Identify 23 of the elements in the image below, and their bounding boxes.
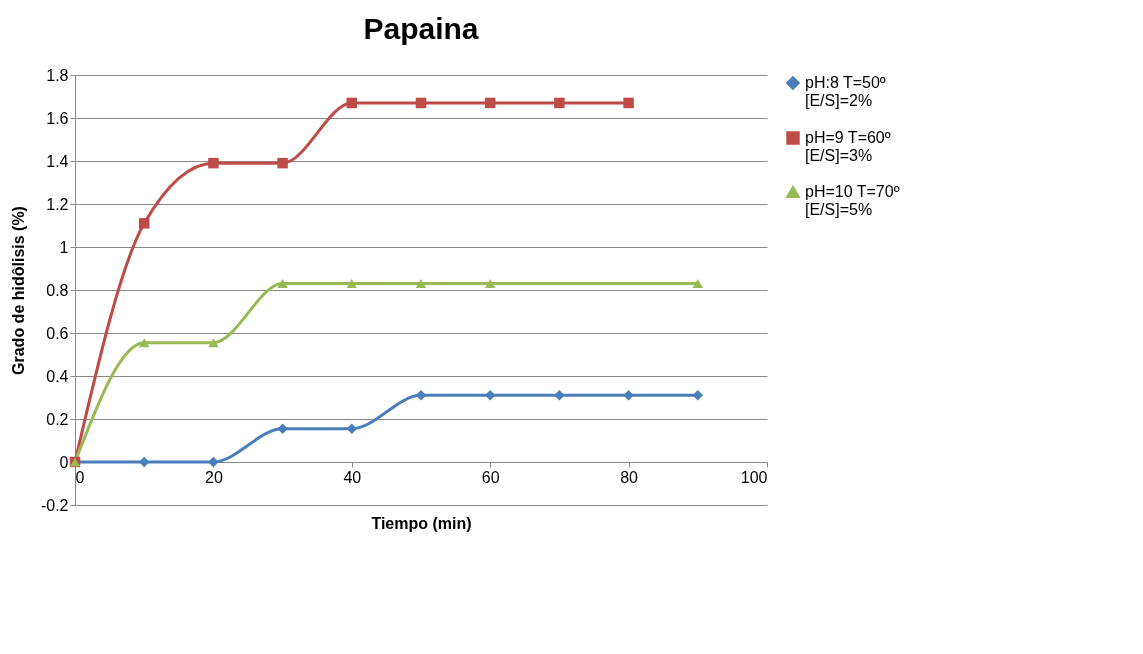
legend-label: pH:8 T=50º [E/S]=2% [805,74,886,109]
legend-label: pH=9 T=60º [E/S]=3% [805,129,891,164]
y-tick-label: 1.4 [46,152,69,170]
y-tick-label: 1.2 [46,195,69,213]
x-tick-label: 0 [75,468,85,486]
legend-label: pH=10 T=70º [E/S]=5% [805,183,900,218]
y-axis-title: Grado de hidôlisis (%) [9,206,27,375]
y-tick-label: 0 [59,453,69,471]
y-tick-label: 0.8 [46,281,69,299]
y-tick-label: 0.4 [46,367,69,385]
x-tick-label: 60 [481,468,500,486]
x-axis-title: Tiempo (min) [371,514,472,532]
y-tick-label: 0.2 [46,410,69,428]
x-tick-label: 40 [343,468,362,486]
y-tick-label: 1.6 [46,109,69,127]
x-tick-label: 80 [620,468,639,486]
y-tick-label: 1 [59,238,69,256]
x-tick-label: 20 [205,468,223,486]
y-tick-label: 1.8 [46,66,69,84]
x-tick-label: 100 [740,468,768,486]
y-tick-label: 0.6 [46,324,69,342]
y-tick-label: -0.2 [40,496,69,514]
chart-title: Papaina [363,12,479,45]
